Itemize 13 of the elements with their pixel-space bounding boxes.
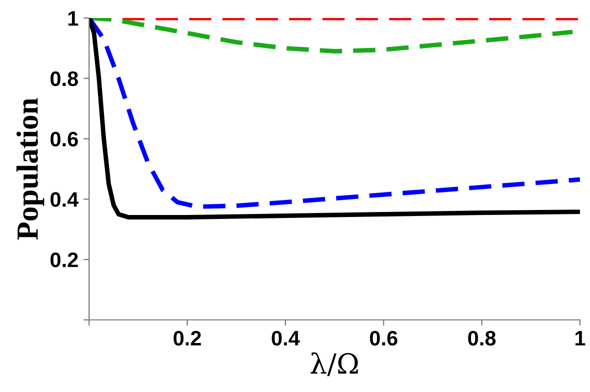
line-series [89,18,575,54]
y-tick-label: 0.4 [50,192,79,207]
x-tick-label: 0.8 [468,330,496,346]
y-axis-title: Population [16,98,44,240]
x-tick-label: 0.4 [272,330,300,346]
x-tick-label: 0.6 [370,330,398,346]
y-tick-label: 1 [68,11,78,26]
y-tick-label: 0.6 [50,132,78,147]
x-axis-title: λ/Ω [310,352,358,376]
y-tick-label: 0.2 [50,252,78,268]
x-tick-label: 1 [575,331,586,346]
y-tick-label: 0.8 [50,71,78,86]
x-tick-label: 0.2 [174,330,201,346]
